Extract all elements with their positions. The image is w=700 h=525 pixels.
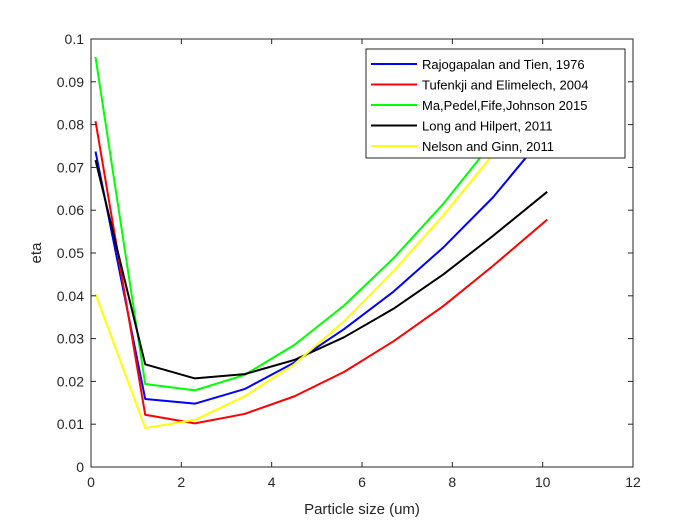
x-tick-label: 8 xyxy=(448,474,456,490)
x-tick-label: 12 xyxy=(625,474,641,490)
x-tick-label: 4 xyxy=(268,474,276,490)
legend-label-4: Long and Hilpert, 2011 xyxy=(422,119,553,134)
x-tick-labels: 0 2 4 6 8 10 12 xyxy=(87,474,641,490)
y-tick-label: 0.04 xyxy=(57,288,84,304)
axes-box xyxy=(90,38,634,468)
y-axis-label: eta xyxy=(28,242,45,264)
y-tick-label: 0.1 xyxy=(65,31,85,47)
x-tick-label: 2 xyxy=(177,474,185,490)
y-tick-label: 0.03 xyxy=(57,331,84,347)
y-tick-label: 0.01 xyxy=(57,416,84,432)
legend: Rajogapalan and Tien, 1976 Tufenkji and E… xyxy=(365,48,626,159)
y-tick-label: 0.05 xyxy=(57,245,84,261)
x-tick-label: 0 xyxy=(87,474,95,490)
x-tick-label: 6 xyxy=(358,474,366,490)
series-line-5 xyxy=(94,89,544,430)
legend-label-2: Tufenkji and Elimelech, 2004 xyxy=(422,78,588,93)
y-tick-label: 0.08 xyxy=(57,117,84,133)
series-line-4 xyxy=(94,159,548,380)
series-lines xyxy=(94,56,548,430)
x-tick-label: 10 xyxy=(535,474,551,490)
y-tick-label: 0.02 xyxy=(57,373,84,389)
series-line-1 xyxy=(94,136,544,405)
y-tick-label: 0.07 xyxy=(57,159,84,175)
y-tick-label: 0.09 xyxy=(57,74,84,90)
y-tick-label: 0.06 xyxy=(57,202,84,218)
y-tick-labels: 0 0.01 0.02 0.03 0.04 0.05 0.06 0.07 0.08 0.09 0.1 xyxy=(57,31,84,475)
legend-label-5: Nelson and Ginn, 2011 xyxy=(422,139,554,154)
x-axis-label: Particle size (um) xyxy=(304,501,420,518)
legend-label-3: Ma,Pedel,Fife,Johnson 2015 xyxy=(422,98,588,113)
legend-label-1: Rajogapalan and Tien, 1976 xyxy=(422,57,585,72)
legend-items: Rajogapalan and Tien, 1976 Tufenkji and E… xyxy=(371,57,588,154)
y-tick-label: 0 xyxy=(76,459,84,475)
legend-box xyxy=(365,48,626,159)
series-line-2 xyxy=(94,121,548,425)
series-line-3 xyxy=(94,56,544,392)
